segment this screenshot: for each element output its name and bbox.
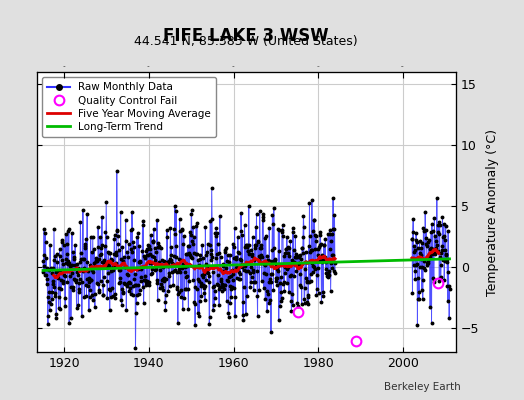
- Legend: Raw Monthly Data, Quality Control Fail, Five Year Moving Average, Long-Term Tren: Raw Monthly Data, Quality Control Fail, …: [42, 77, 216, 137]
- Title: FIFE LAKE 3 WSW: FIFE LAKE 3 WSW: [163, 28, 329, 46]
- Text: Berkeley Earth: Berkeley Earth: [385, 382, 461, 392]
- Y-axis label: Temperature Anomaly (°C): Temperature Anomaly (°C): [486, 128, 499, 296]
- Text: 44.541 N, 85.383 W (United States): 44.541 N, 85.383 W (United States): [135, 35, 358, 48]
